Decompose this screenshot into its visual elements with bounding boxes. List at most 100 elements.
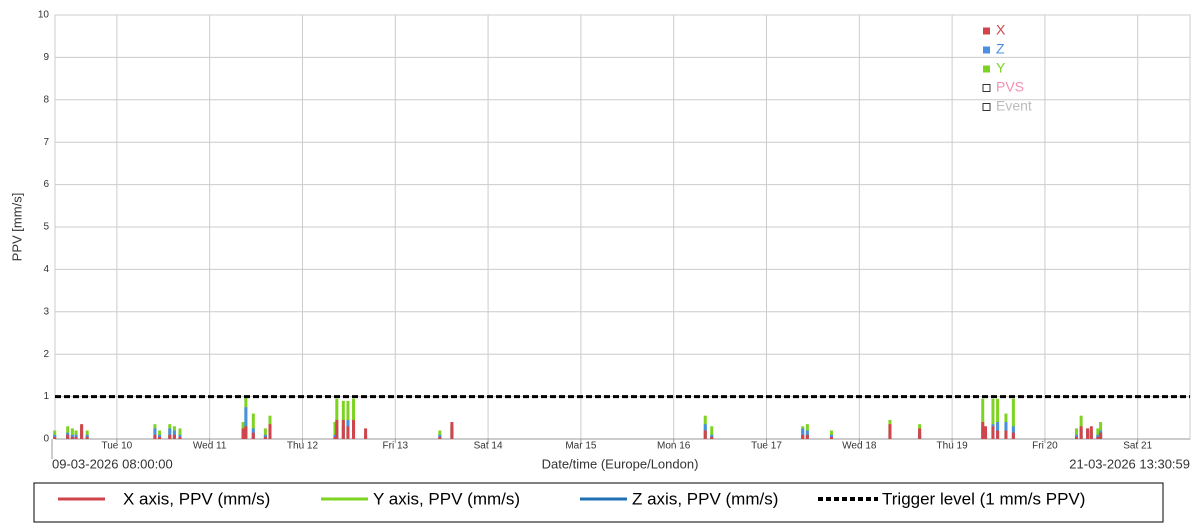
bar — [1096, 436, 1100, 439]
y-tick-label: 5 — [43, 222, 49, 233]
bar — [66, 434, 70, 439]
x-tick-label: Wed 11 — [193, 441, 227, 452]
bar — [335, 398, 339, 439]
bar — [981, 398, 985, 439]
x-tick-label: Tue 10 — [101, 441, 132, 452]
bar — [241, 428, 245, 439]
x-tick-label: Thu 12 — [287, 441, 319, 452]
y-tick-label: 9 — [43, 52, 49, 63]
bar — [53, 436, 57, 439]
bar — [1004, 430, 1008, 439]
y-axis-title: PPV [mm/s] — [9, 193, 24, 262]
legend-swatch — [983, 27, 990, 35]
x-tick-label: Fri 20 — [1032, 441, 1058, 452]
legend-label[interactable]: Event — [996, 98, 1032, 114]
y-tick-label: 3 — [43, 306, 49, 317]
bar — [333, 422, 337, 439]
bar — [85, 436, 89, 439]
x-tick-label: Thu 19 — [937, 441, 969, 452]
bar — [168, 434, 172, 439]
bar — [710, 436, 714, 439]
bar — [1089, 426, 1093, 439]
y-tick-label: 10 — [38, 10, 50, 21]
bar — [352, 398, 356, 439]
bar — [74, 436, 78, 439]
bar — [801, 428, 805, 439]
bar — [918, 428, 922, 439]
bar — [1096, 428, 1100, 439]
y-tick-label: 4 — [43, 264, 49, 275]
legend-label[interactable]: X — [996, 22, 1006, 38]
legend-label[interactable]: X axis, PPV (mm/s) — [123, 489, 270, 508]
bar — [352, 419, 356, 439]
y-tick-label: 8 — [43, 94, 49, 105]
bar — [263, 428, 267, 439]
bar — [153, 434, 157, 439]
end-label: 21-03-2026 13:30:59 — [1069, 456, 1190, 471]
bar — [1074, 436, 1078, 439]
legend-swatch — [982, 103, 991, 111]
bar — [244, 426, 248, 439]
bar — [158, 436, 162, 439]
bar — [263, 436, 267, 439]
bar — [991, 426, 995, 439]
bar — [335, 419, 339, 439]
bar — [996, 430, 1000, 439]
bar — [178, 436, 182, 439]
x-tick-label: Sat 14 — [474, 441, 503, 452]
start-label: 09-03-2026 08:00:00 — [52, 456, 173, 471]
bar — [346, 426, 350, 439]
y-tick-label: 6 — [43, 179, 49, 190]
bar — [991, 398, 995, 439]
bar — [268, 424, 272, 439]
legend-swatch — [983, 46, 990, 54]
bar — [1011, 398, 1015, 439]
bar — [251, 432, 255, 439]
bar — [153, 428, 157, 439]
bar — [244, 407, 248, 439]
legend-swatch — [982, 84, 991, 92]
y-tick-label: 7 — [43, 137, 49, 148]
y-tick-label: 0 — [43, 434, 49, 445]
legend-label[interactable]: Y — [996, 60, 1006, 76]
legend-label[interactable]: Y axis, PPV (mm/s) — [373, 489, 520, 508]
bar — [168, 428, 172, 439]
legend-label[interactable]: PVS — [996, 79, 1024, 95]
bar — [341, 400, 345, 439]
legend-box — [33, 482, 1164, 523]
bar — [1079, 426, 1083, 439]
bar — [450, 422, 454, 439]
legend-label[interactable]: Z axis, PPV (mm/s) — [632, 489, 778, 508]
x-tick-label: Wed 18 — [842, 441, 877, 452]
bar — [703, 430, 707, 439]
x-axis-title: Date/time (Europe/London) — [542, 456, 699, 471]
bar — [172, 434, 176, 439]
bar — [1099, 432, 1103, 439]
bar — [341, 419, 345, 439]
x-tick-label: Tue 17 — [751, 441, 782, 452]
bar — [805, 434, 809, 439]
bar — [984, 426, 988, 439]
bar — [888, 424, 892, 439]
legend-label[interactable]: Trigger level (1 mm/s PPV) — [882, 489, 1085, 508]
bar — [1086, 428, 1090, 439]
bar — [438, 436, 442, 439]
bar — [1011, 432, 1015, 439]
bar — [829, 436, 833, 439]
legend-swatch — [983, 65, 990, 73]
bar — [710, 426, 714, 439]
bar — [1074, 428, 1078, 439]
x-tick-label: Mar 15 — [565, 441, 597, 452]
y-tick-label: 2 — [43, 349, 49, 360]
bar — [801, 434, 805, 439]
y-tick-label: 1 — [43, 391, 49, 402]
bar — [70, 428, 74, 439]
bar — [70, 436, 74, 439]
bar — [333, 436, 337, 439]
bar — [981, 422, 985, 439]
bar — [251, 413, 255, 439]
x-tick-label: Sat 21 — [1123, 441, 1152, 452]
legend-label[interactable]: Z — [996, 41, 1005, 57]
